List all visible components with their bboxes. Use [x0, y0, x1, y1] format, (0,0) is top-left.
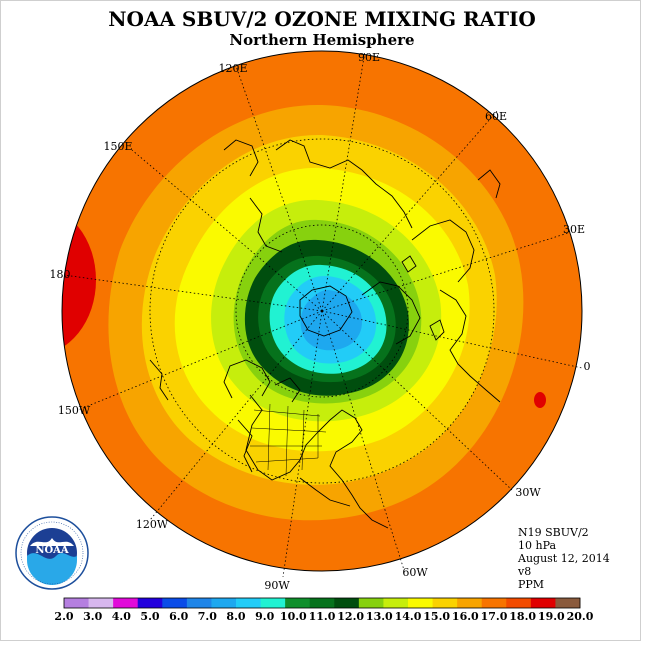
colorbar-tick-label: 20.0: [567, 610, 594, 623]
colorbar-swatch: [64, 598, 89, 608]
lon-label-120e: 120E: [218, 62, 247, 75]
colorbar-swatch: [113, 598, 139, 608]
colorbar-swatch: [211, 598, 237, 608]
colorbar-swatch: [506, 598, 532, 608]
colorbar-border: [63, 597, 581, 609]
colorbar-tick-label: 4.0: [112, 610, 131, 623]
colorbar-tick-label: 9.0: [255, 610, 274, 623]
info-units: PPM: [518, 578, 544, 591]
lon-label-150e: 150E: [103, 140, 132, 153]
colorbar-swatch: [285, 598, 311, 608]
lon-label-30w: 30W: [515, 486, 541, 499]
colorbar-tick-label: 16.0: [452, 610, 479, 623]
colorbar-swatch: [481, 598, 507, 608]
colorbar-tick-label: 18.0: [509, 610, 536, 623]
info-date: August 12, 2014: [517, 552, 610, 565]
colorbar-swatch: [358, 598, 384, 608]
noaa-logo: NOAA: [15, 516, 89, 590]
colorbar-tick-label: 13.0: [366, 610, 393, 623]
colorbar-swatch: [309, 598, 335, 608]
polar-map: [62, 51, 582, 571]
latitude-circle-60n: [235, 224, 409, 398]
colorbar-tick-label: 8.0: [226, 610, 245, 623]
colorbar-swatch: [383, 598, 409, 608]
lon-label-180: 180: [50, 268, 71, 281]
colorbar-swatch: [408, 598, 433, 608]
colorbar-swatch: [530, 598, 556, 608]
colorbar-tick-label: 19.0: [538, 610, 565, 623]
colorbar-tick-label: 15.0: [423, 610, 450, 623]
graticule: [63, 50, 583, 578]
colorbar-swatch: [334, 598, 360, 608]
colorbar-tick-label: 7.0: [198, 610, 217, 623]
colorbar-swatch: [555, 598, 581, 608]
colorbar-tick-label: 12.0: [337, 610, 364, 623]
colorbar-swatch: [186, 598, 212, 608]
colorbar-swatch: [457, 598, 483, 608]
colorbar-swatch: [162, 598, 188, 608]
latitude-circle-30n: [149, 138, 495, 484]
lon-label-30e: 30E: [563, 223, 585, 236]
colorbar-swatch: [88, 598, 114, 608]
colorbar-swatch: [260, 598, 286, 608]
colorbar-tick-label: 2.0: [54, 610, 73, 623]
coastlines: [149, 139, 501, 529]
info-level: 10 hPa: [518, 539, 556, 552]
info-block: N19 SBUV/2 10 hPa August 12, 2014 v8 PPM: [517, 526, 610, 591]
lon-label-120w: 120W: [136, 518, 169, 531]
figure-title: NOAA SBUV/2 OZONE MIXING RATIO: [108, 7, 536, 31]
colorbar-tick-label: 14.0: [395, 610, 422, 623]
colorbar: 2.0 3.0 4.0 5.0 6.0 7.0 8.0 9.0 10.0 11.0 12.0 13.0…: [54, 597, 594, 623]
colorbar-tick-label: 5.0: [140, 610, 159, 623]
colorbar-swatch: [432, 598, 458, 608]
lon-label-60w: 60W: [402, 566, 428, 579]
colorbar-tick-label: 3.0: [83, 610, 102, 623]
colorbar-tick-label: 17.0: [481, 610, 508, 623]
state-borders: [250, 403, 327, 477]
longitude-labels: 90E 60E 30E 0 30W 60W 90W 120W 150W 180 …: [50, 51, 591, 592]
lon-label-0: 0: [584, 360, 591, 373]
colorbar-tick-label: 11.0: [309, 610, 336, 623]
lon-label-90w: 90W: [264, 579, 290, 592]
lon-label-60e: 60E: [485, 110, 507, 123]
map-boundary: [61, 50, 583, 572]
figure-border: [0, 0, 641, 641]
colorbar-swatch: [236, 598, 261, 608]
figure-subtitle: Northern Hemisphere: [229, 31, 414, 49]
noaa-logo-text: NOAA: [35, 545, 69, 556]
lon-label-90e: 90E: [358, 51, 380, 64]
colorbar-tick-label: 6.0: [169, 610, 188, 623]
field-max-spot: [534, 392, 546, 408]
colorbar-swatch: [137, 598, 163, 608]
colorbar-tick-label: 10.0: [280, 610, 307, 623]
info-instrument: N19 SBUV/2: [518, 526, 589, 539]
info-version: v8: [517, 565, 531, 578]
lon-label-150w: 150W: [58, 404, 91, 417]
